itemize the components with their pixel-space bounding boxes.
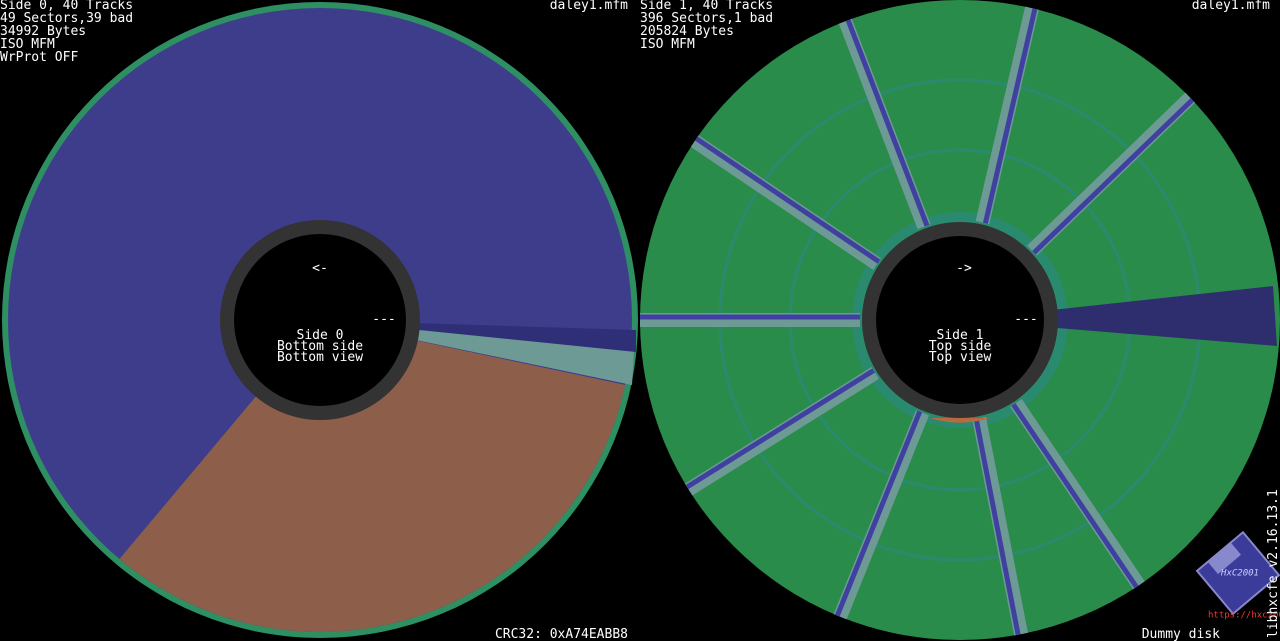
info-line: Side 0, 40 Tracks — [0, 0, 133, 13]
footer: Dummy disk — [1142, 627, 1220, 641]
info-line: Side 1, 40 Tracks — [640, 0, 773, 13]
info-line: ISO MFM — [640, 37, 695, 52]
left-disk — [2, 2, 638, 638]
center-label: Top side — [929, 339, 992, 354]
center-label: Side 0 — [297, 328, 344, 343]
logo-text: HxC2001 — [1220, 569, 1259, 579]
right-disk — [640, 0, 1280, 640]
footer: CRC32: 0xA74EABB8 — [495, 627, 628, 641]
info-line: 396 Sectors,1 bad — [640, 11, 773, 26]
center-label: Bottom side — [277, 339, 363, 354]
arrow: -> — [956, 261, 972, 276]
right-info: Side 1, 40 Tracks 396 Sectors,1 bad 2058… — [640, 0, 1270, 641]
arrow: <- — [312, 261, 328, 276]
file-name: daley1.mfm — [550, 0, 628, 13]
left-info: Side 0, 40 Tracks 49 Sectors,39 bad 3499… — [0, 0, 628, 641]
center-label: Side 1 — [937, 328, 984, 343]
center-label: Bottom view — [277, 350, 363, 365]
info-line: 205824 Bytes — [640, 24, 734, 39]
logo: HxC2001 https://hxc2001.com libhxcfe v2.… — [1195, 489, 1280, 638]
center-label: Top view — [929, 350, 992, 365]
url: https://hxc2001.com — [1208, 611, 1280, 621]
version: libhxcfe v2.16.13.1 — [1266, 489, 1280, 638]
info-line: ISO MFM — [0, 37, 55, 52]
info-line: 34992 Bytes — [0, 24, 86, 39]
file-name: daley1.mfm — [1192, 0, 1270, 13]
dash: --- — [372, 312, 395, 327]
info-line: 49 Sectors,39 bad — [0, 11, 133, 26]
info-line: WrProt OFF — [0, 50, 78, 65]
dash: --- — [1014, 312, 1037, 327]
